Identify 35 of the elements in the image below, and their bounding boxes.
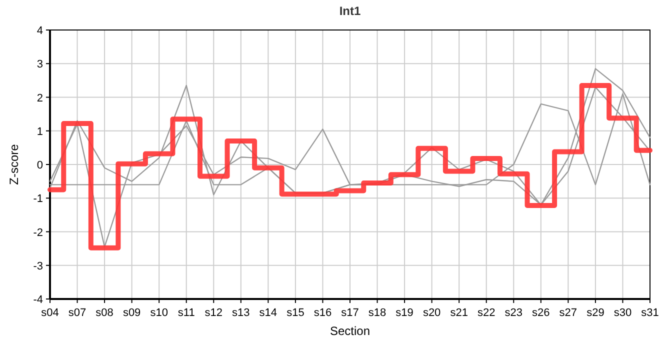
x-tick-label: s04 — [41, 307, 59, 319]
x-tick-label: s29 — [586, 307, 604, 319]
x-tick-label: s30 — [614, 307, 632, 319]
x-tick-label: s20 — [422, 307, 441, 319]
x-tick-label: s19 — [396, 307, 414, 319]
x-tick-label: s15 — [286, 307, 304, 319]
y-tick-label: -3 — [33, 260, 43, 272]
x-tick-label: s27 — [559, 307, 578, 319]
x-tick-label: s23 — [504, 307, 523, 319]
x-tick-label: s26 — [532, 307, 550, 319]
y-tick-label: 2 — [36, 92, 43, 104]
y-tick-label: 1 — [36, 126, 43, 138]
x-tick-label: s09 — [122, 307, 141, 319]
y-axis-title: Z-score — [7, 144, 21, 185]
x-tick-label: s12 — [204, 307, 223, 319]
x-tick-label: s17 — [341, 307, 359, 319]
y-tick-label: -1 — [33, 193, 43, 206]
x-tick-label: s31 — [641, 307, 659, 319]
x-tick-label: s16 — [314, 307, 332, 319]
x-tick-label: s14 — [259, 307, 278, 319]
x-tick-label: s11 — [178, 307, 195, 319]
x-tick-label: s10 — [150, 307, 168, 319]
x-tick-label: s21 — [450, 307, 468, 319]
y-tick-label: 0 — [36, 160, 43, 172]
y-tick-label: 4 — [36, 25, 43, 37]
x-tick-label: s13 — [232, 307, 250, 319]
x-axis-title: Section — [330, 324, 370, 338]
x-tick-label: s22 — [477, 307, 496, 319]
y-tick-label: 3 — [36, 58, 43, 71]
x-tick-label: s18 — [368, 307, 386, 319]
x-tick-label: s08 — [96, 307, 114, 319]
x-tick-label: s07 — [68, 307, 86, 319]
y-tick-label: -4 — [33, 294, 43, 306]
chart-title: Int1 — [339, 4, 361, 18]
y-tick-label: -2 — [33, 226, 43, 239]
